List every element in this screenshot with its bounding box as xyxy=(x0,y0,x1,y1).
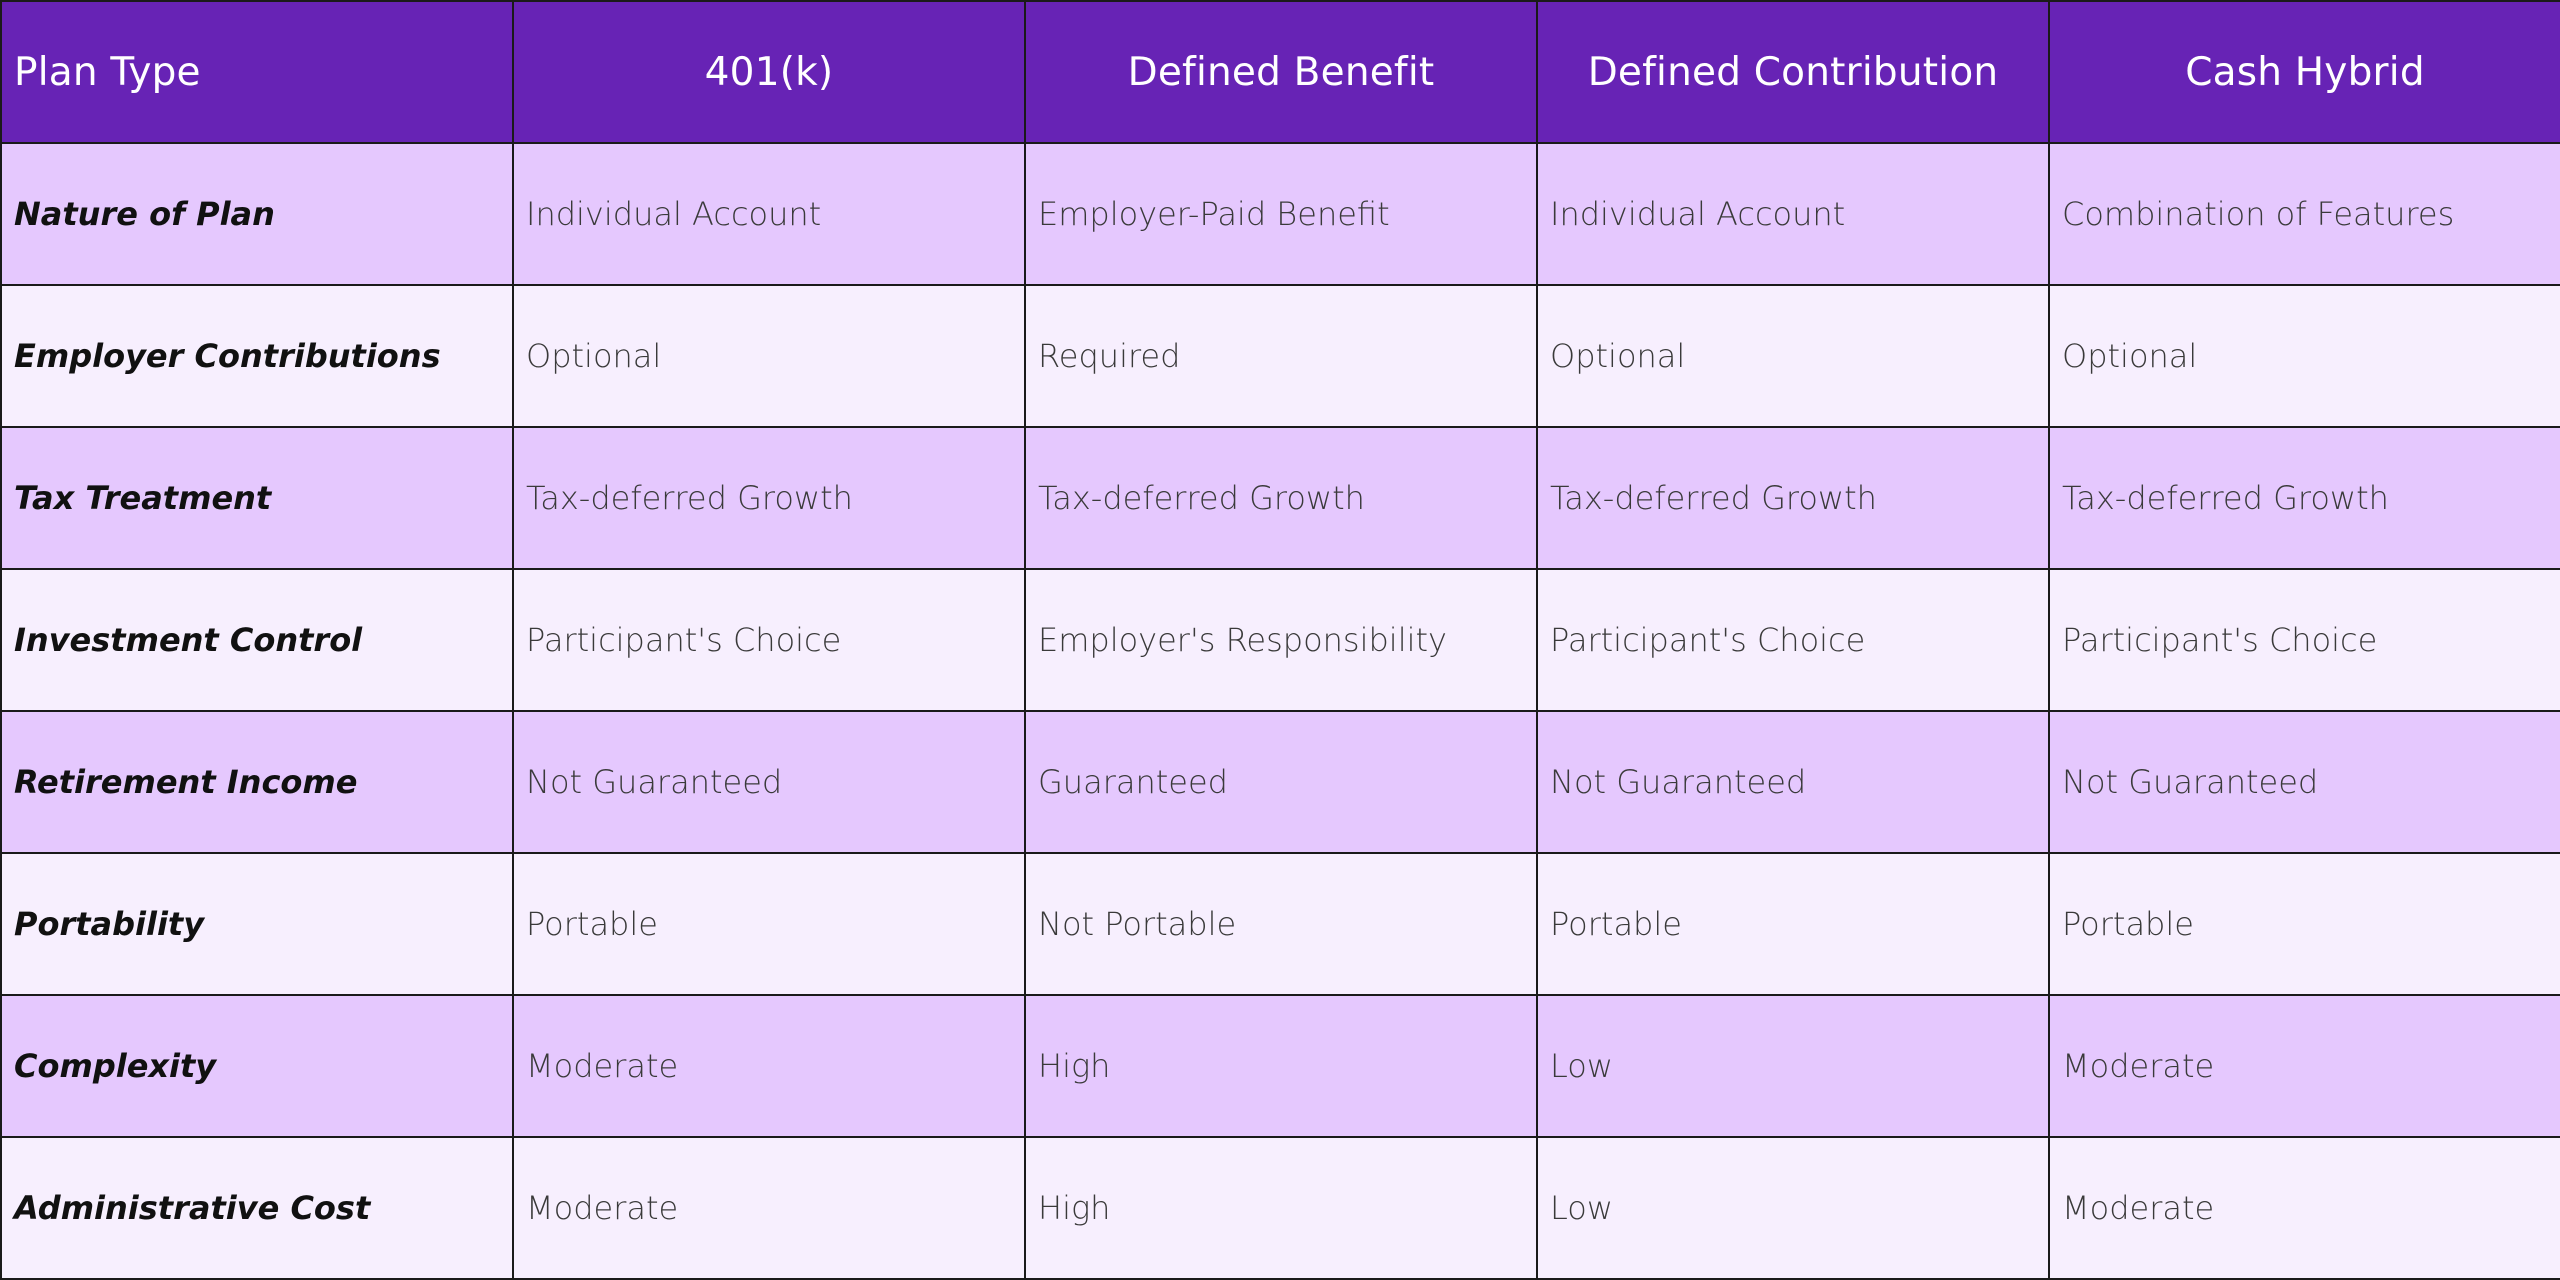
table-row: Retirement Income Not Guaranteed Guarant… xyxy=(0,710,2560,854)
table-cell: Moderate xyxy=(2048,994,2560,1138)
header-row: Plan Type 401(k) Defined Benefit Defined… xyxy=(0,0,2560,144)
table-cell: Combination of Features xyxy=(2048,142,2560,286)
table-cell: Guaranteed xyxy=(1024,710,1538,854)
table-cell: Moderate xyxy=(2048,1136,2560,1280)
table-cell: Participant's Choice xyxy=(2048,568,2560,712)
table-cell: Not Guaranteed xyxy=(512,710,1026,854)
table-cell: Tax-deferred Growth xyxy=(512,426,1026,570)
table-cell: Participant's Choice xyxy=(512,568,1026,712)
table-row: Portability Portable Not Portable Portab… xyxy=(0,852,2560,996)
row-label: Administrative Cost xyxy=(0,1136,514,1280)
table-cell: Moderate xyxy=(512,1136,1026,1280)
table-row: Employer Contributions Optional Required… xyxy=(0,284,2560,428)
row-label: Retirement Income xyxy=(0,710,514,854)
table-cell: Not Guaranteed xyxy=(1536,710,2050,854)
table-cell: Low xyxy=(1536,994,2050,1138)
table-cell: Individual Account xyxy=(1536,142,2050,286)
row-label: Portability xyxy=(0,852,514,996)
table-cell: High xyxy=(1024,1136,1538,1280)
header-cell-cash-hybrid: Cash Hybrid xyxy=(2048,0,2560,144)
table-cell: Tax-deferred Growth xyxy=(1536,426,2050,570)
table-header: Plan Type 401(k) Defined Benefit Defined… xyxy=(0,0,2560,144)
table-cell: Portable xyxy=(1536,852,2050,996)
header-cell-401k: 401(k) xyxy=(512,0,1026,144)
table-cell: Portable xyxy=(2048,852,2560,996)
table-row: Administrative Cost Moderate High Low Mo… xyxy=(0,1136,2560,1280)
table-cell: Participant's Choice xyxy=(1536,568,2050,712)
header-cell-defined-contribution: Defined Contribution xyxy=(1536,0,2050,144)
table-cell: Optional xyxy=(512,284,1026,428)
table-cell: Optional xyxy=(1536,284,2050,428)
table-cell: Required xyxy=(1024,284,1538,428)
header-cell-plan-type: Plan Type xyxy=(0,0,514,144)
table-cell: Employer-Paid Benefit xyxy=(1024,142,1538,286)
table-cell: Individual Account xyxy=(512,142,1026,286)
row-label: Employer Contributions xyxy=(0,284,514,428)
table-row: Nature of Plan Individual Account Employ… xyxy=(0,142,2560,286)
table-row: Complexity Moderate High Low Moderate xyxy=(0,994,2560,1138)
header-cell-defined-benefit: Defined Benefit xyxy=(1024,0,1538,144)
table-row: Investment Control Participant's Choice … xyxy=(0,568,2560,712)
table-cell: Tax-deferred Growth xyxy=(2048,426,2560,570)
table-cell: Portable xyxy=(512,852,1026,996)
row-label: Nature of Plan xyxy=(0,142,514,286)
table-cell: High xyxy=(1024,994,1538,1138)
table-cell: Low xyxy=(1536,1136,2050,1280)
table-cell: Optional xyxy=(2048,284,2560,428)
table-cell: Employer's Responsibility xyxy=(1024,568,1538,712)
table-cell: Not Guaranteed xyxy=(2048,710,2560,854)
table-cell: Not Portable xyxy=(1024,852,1538,996)
row-label: Complexity xyxy=(0,994,514,1138)
row-label: Investment Control xyxy=(0,568,514,712)
table-body: Nature of Plan Individual Account Employ… xyxy=(0,142,2560,1280)
table-cell: Moderate xyxy=(512,994,1026,1138)
table-cell: Tax-deferred Growth xyxy=(1024,426,1538,570)
row-label: Tax Treatment xyxy=(0,426,514,570)
table-row: Tax Treatment Tax-deferred Growth Tax-de… xyxy=(0,426,2560,570)
